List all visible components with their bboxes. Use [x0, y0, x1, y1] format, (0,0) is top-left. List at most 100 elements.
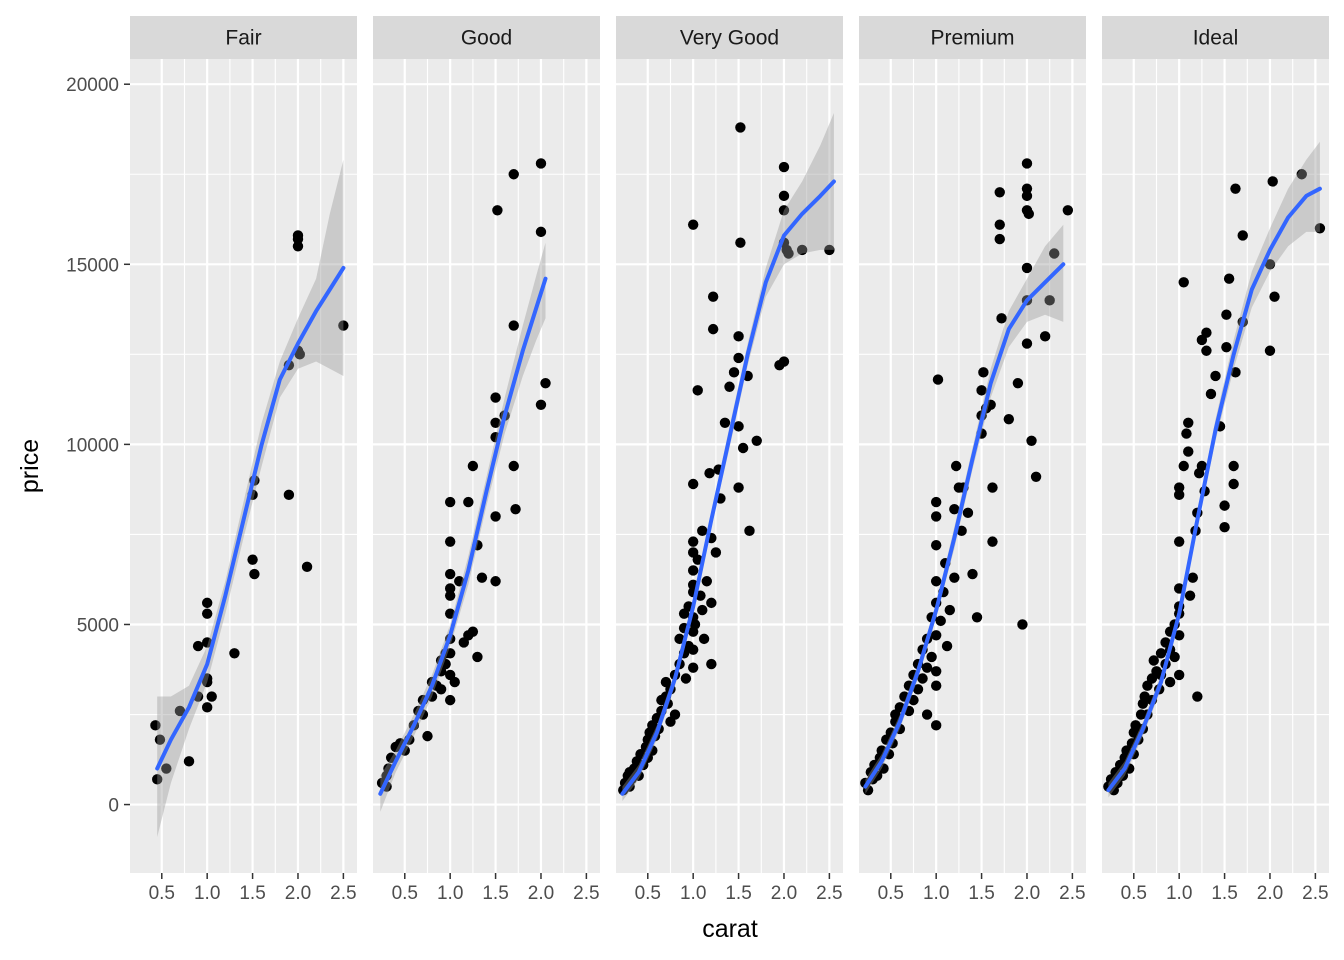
x-tick-label: 1.0: [194, 883, 220, 904]
data-point: [476, 572, 488, 583]
data-point: [706, 597, 717, 609]
data-point: [444, 496, 456, 508]
data-point: [1223, 273, 1235, 284]
data-point: [949, 504, 960, 515]
data-point: [508, 169, 519, 180]
data-point: [1314, 223, 1326, 234]
data-point: [463, 496, 474, 508]
x-tick-label: 2.0: [771, 883, 797, 904]
data-point: [1030, 471, 1042, 483]
data-point: [444, 608, 456, 619]
facet-strip: [130, 16, 357, 59]
data-point: [1021, 190, 1033, 202]
data-point: [490, 576, 501, 587]
data-point: [1021, 158, 1033, 169]
data-point: [540, 377, 551, 389]
facet-strip: [373, 16, 600, 59]
data-point: [1228, 460, 1239, 472]
facet-strip-label: Premium: [930, 27, 1014, 50]
y-axis: 0 5000 10000 15000 20000: [66, 75, 130, 817]
x-tick-label: 2.0: [528, 883, 554, 904]
panel-background: [130, 59, 357, 873]
smooth-line: [1106, 186, 1322, 793]
data-point: [1237, 230, 1248, 241]
x-tick-label: 2.0: [1257, 883, 1283, 904]
data-point: [435, 684, 447, 695]
data-point: [944, 604, 955, 616]
data-point: [707, 291, 719, 302]
data-point: [192, 640, 204, 652]
data-point: [751, 435, 762, 446]
data-point: [1296, 169, 1307, 180]
data-point: [1155, 648, 1167, 659]
data-point: [292, 241, 304, 252]
data-point: [926, 651, 937, 663]
x-tick-label: 2.0: [1014, 883, 1040, 904]
x-tick-label: 0.5: [149, 883, 175, 904]
data-point: [1173, 536, 1185, 547]
y-axis-title: price: [16, 439, 44, 493]
y-tick-label: 20000: [66, 75, 119, 96]
data-point: [444, 583, 456, 594]
data-point: [735, 122, 746, 133]
data-point: [1205, 388, 1217, 400]
data-point: [1178, 460, 1189, 472]
data-point: [183, 756, 195, 767]
x-tick-label: 0.5: [1121, 883, 1147, 904]
y-tick-label: 10000: [66, 435, 119, 456]
data-point: [796, 244, 808, 256]
data-point: [1230, 183, 1241, 194]
data-point: [733, 352, 744, 364]
data-point: [1187, 572, 1199, 583]
data-point: [422, 730, 433, 742]
data-point: [1049, 248, 1060, 259]
data-point: [971, 612, 983, 623]
data-point: [490, 417, 501, 428]
x-tick-label: 2.5: [573, 883, 599, 904]
x-tick-label: 2.5: [1302, 883, 1328, 904]
data-point: [1169, 651, 1180, 663]
data-point: [908, 694, 919, 706]
x-tick-label: 1.0: [680, 883, 706, 904]
y-tick-label: 5000: [77, 615, 119, 636]
data-point: [1021, 183, 1033, 194]
data-point: [783, 248, 794, 259]
data-point: [292, 233, 304, 245]
data-point: [174, 705, 186, 717]
data-point: [778, 356, 790, 367]
x-tick-label: 2.5: [1059, 883, 1085, 904]
facet-panel-very-good: Very Good 0.5 1.0 1.5 2.0 2.5: [616, 16, 843, 904]
data-point: [921, 662, 933, 673]
data-point: [440, 658, 451, 670]
data-point: [385, 752, 397, 763]
data-point: [283, 489, 295, 501]
data-point: [510, 504, 521, 515]
facet-panel-fair: Fair 0.5 1.0 1.5 2.0 2.5: [130, 16, 357, 904]
data-point: [932, 374, 944, 385]
data-point: [704, 468, 715, 479]
data-point: [161, 763, 172, 774]
data-point: [1017, 619, 1028, 630]
data-point: [1021, 262, 1033, 274]
data-point: [949, 572, 960, 583]
data-point: [994, 233, 1005, 245]
data-point: [150, 720, 161, 731]
data-point: [733, 421, 744, 432]
data-point: [687, 644, 699, 655]
data-point: [444, 590, 456, 601]
data-point: [206, 691, 217, 702]
data-point: [508, 320, 519, 331]
facet-panel-premium: Premium 0.5 1.0 1.5 2.0 2.5: [859, 16, 1086, 904]
data-point: [698, 633, 710, 645]
x-tick-label: 1.5: [482, 883, 508, 904]
data-point: [1044, 295, 1055, 306]
data-point: [294, 349, 305, 360]
data-point: [724, 381, 735, 392]
data-point: [912, 684, 924, 695]
data-point: [962, 507, 974, 519]
data-point: [1219, 500, 1230, 511]
smooth-line: [378, 276, 548, 796]
data-point: [1173, 489, 1185, 501]
